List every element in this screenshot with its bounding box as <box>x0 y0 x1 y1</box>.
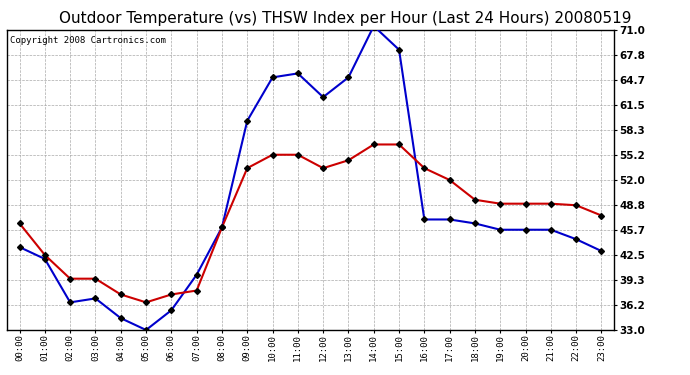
Text: Copyright 2008 Cartronics.com: Copyright 2008 Cartronics.com <box>10 36 166 45</box>
Text: Outdoor Temperature (vs) THSW Index per Hour (Last 24 Hours) 20080519: Outdoor Temperature (vs) THSW Index per … <box>59 11 631 26</box>
